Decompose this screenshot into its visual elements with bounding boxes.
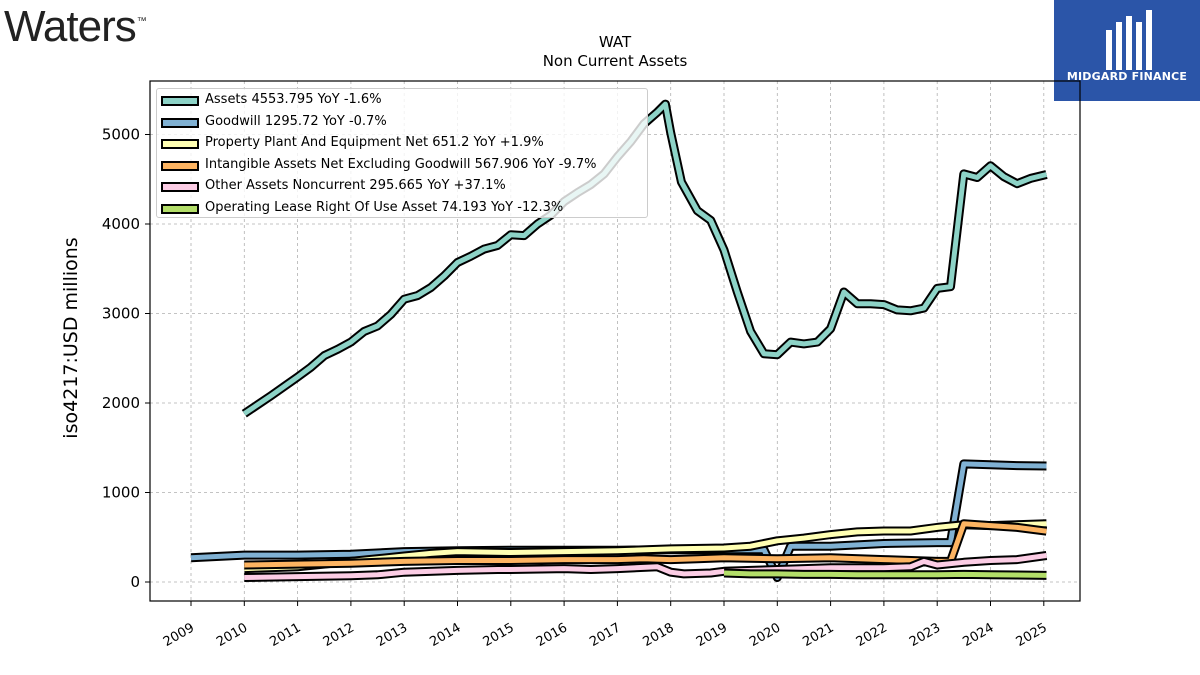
logo-tm: ™	[136, 16, 147, 27]
series-group	[190, 99, 1048, 582]
x-tick-label: 2009	[161, 620, 197, 650]
y-tick-label: 5000	[102, 126, 140, 144]
legend-swatch	[161, 203, 199, 214]
y-tick-label: 1000	[102, 484, 140, 502]
x-tick-label: 2025	[1014, 620, 1050, 650]
legend-label: Property Plant And Equipment Net 651.2 Y…	[205, 135, 544, 150]
x-tick-label: 2020	[747, 620, 783, 650]
x-tick-label: 2010	[214, 620, 250, 650]
legend-label: Assets 4553.795 YoY -1.6%	[205, 92, 382, 107]
x-tick-label: 2021	[800, 620, 836, 650]
chart-subtitle: Non Current Assets	[542, 52, 688, 70]
x-tick-label: 2011	[267, 620, 303, 650]
legend-swatch	[161, 139, 199, 149]
x-tick-label: 2018	[641, 620, 677, 650]
x-tick-label: 2017	[587, 620, 623, 650]
series-line-0	[242, 101, 1048, 416]
legend-label: Goodwill 1295.72 YoY -0.7%	[205, 113, 387, 129]
chart-title: WAT	[598, 33, 632, 51]
x-tick-label: 2015	[481, 620, 517, 650]
logo-text: Waters	[4, 2, 137, 51]
midgard-logo-icon	[1106, 10, 1152, 70]
series-line-3	[244, 521, 1047, 568]
midgard-finance-badge: MIDGARD FINANCE	[1054, 0, 1200, 101]
x-tick-label: 2016	[534, 620, 570, 650]
series-line-5	[723, 570, 1047, 578]
x-tick-label: 2022	[854, 620, 890, 650]
badge-text: MIDGARD FINANCE	[1066, 70, 1188, 83]
legend-label: Other Assets Noncurrent 295.665 YoY +37.…	[205, 178, 506, 193]
y-tick-label: 0	[130, 573, 140, 591]
y-axis-label: iso4217:USD millions	[60, 237, 82, 438]
legend-swatch	[161, 160, 199, 171]
legend-label: Operating Lease Right Of Use Asset 74.19…	[205, 199, 564, 215]
y-tick-label: 3000	[102, 305, 140, 323]
legend: Assets 4553.795 YoY -1.6% Goodwill 1295.7…	[156, 88, 648, 218]
legend-swatch	[161, 96, 199, 106]
x-tick-label: 2014	[427, 620, 463, 650]
y-tick-label: 2000	[102, 394, 140, 412]
legend-label: Intangible Assets Net Excluding Goodwill…	[205, 156, 597, 172]
series-line-4	[244, 553, 1047, 580]
series-line-2	[244, 521, 1047, 572]
x-tick-label: 2024	[960, 620, 996, 650]
x-tick-label: 2023	[907, 620, 943, 650]
legend-swatch	[161, 182, 199, 192]
legend-swatch	[161, 117, 199, 128]
x-tick-label: 2012	[321, 620, 357, 650]
x-tick-label: 2013	[374, 620, 410, 650]
y-tick-label: 4000	[102, 215, 140, 233]
waters-logo: Waters™	[4, 2, 147, 52]
x-tick-label: 2019	[694, 620, 730, 650]
plot-frame	[149, 80, 1081, 602]
